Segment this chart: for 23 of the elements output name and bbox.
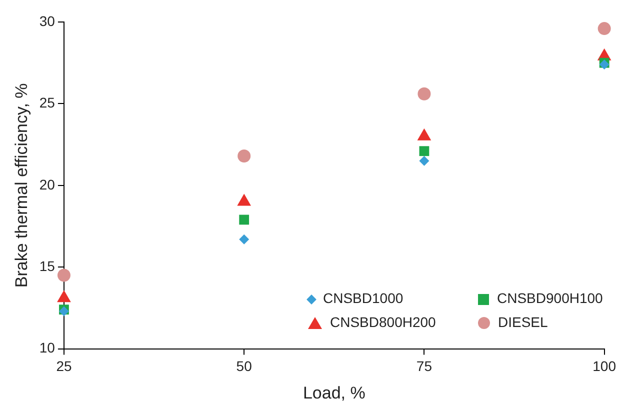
y-tick-label: 25 [39, 94, 56, 111]
legend-label: CNSBD900H100 [497, 290, 603, 306]
legend-label: CNSBD1000 [323, 290, 404, 306]
point [239, 214, 250, 225]
x-tick-label: 25 [56, 358, 72, 374]
legend-label: CNSBD800H200 [330, 314, 436, 330]
x-tick-label: 75 [416, 358, 432, 374]
point [419, 146, 430, 156]
x-axis-title: Load, % [302, 383, 366, 402]
y-tick-label: 30 [39, 12, 56, 29]
point [57, 268, 70, 282]
y-tick-label: 10 [39, 340, 56, 356]
point [238, 149, 251, 162]
legend-label: DIESEL [498, 314, 548, 330]
y-tick-label: 15 [39, 258, 56, 274]
point [418, 87, 431, 100]
y-tick-label: 20 [39, 176, 56, 192]
x-tick-label: 100 [592, 358, 616, 374]
x-tick-label: 50 [236, 358, 252, 374]
point [419, 156, 430, 166]
point [239, 234, 250, 244]
point [598, 22, 611, 36]
y-axis-title: Brake thermal efficiency, % [12, 83, 31, 288]
